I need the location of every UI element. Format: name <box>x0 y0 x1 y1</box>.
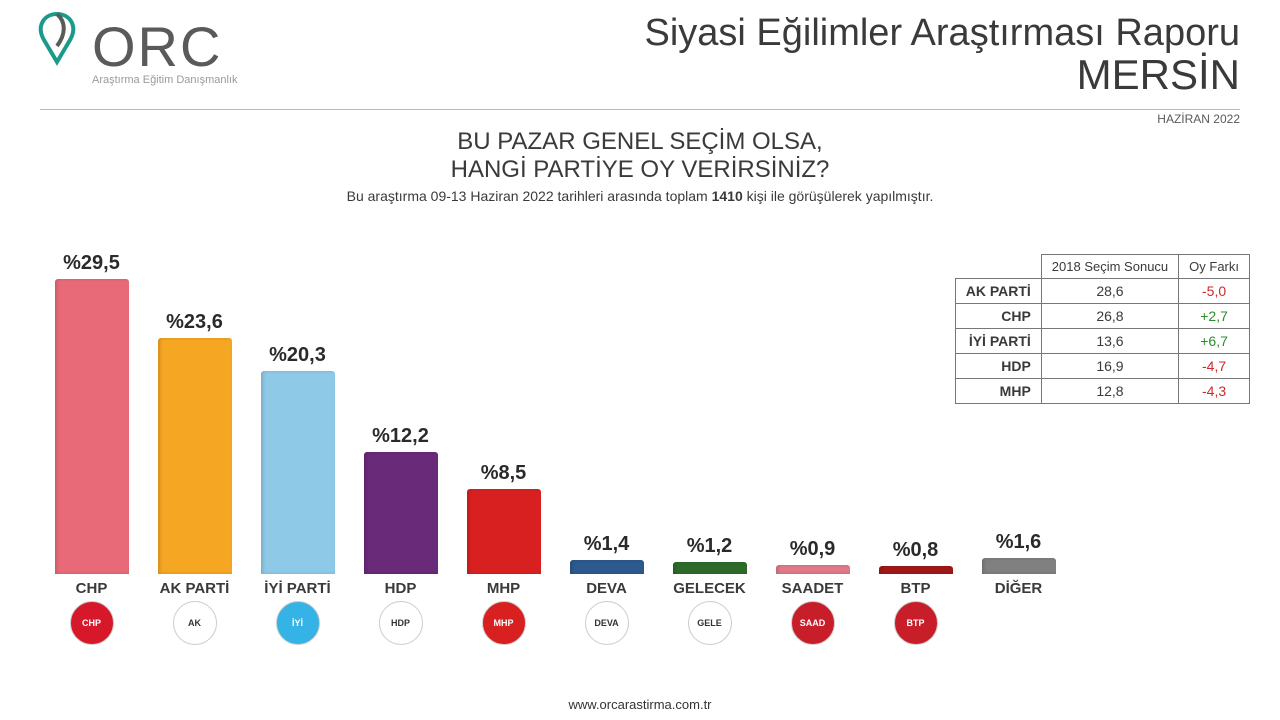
bar-value: %0,8 <box>893 539 939 562</box>
question-line2: HANGİ PARTİYE OY VERİRSİNİZ? <box>0 156 1280 184</box>
logo-subtitle: Araştırma Eğitim Danışmanlık <box>92 74 237 86</box>
x-label: MHP <box>452 580 555 597</box>
bar-rect <box>261 371 335 574</box>
table-cell-party: MHP <box>955 379 1041 404</box>
party-logo-icon: DEVA <box>555 601 658 645</box>
bar-rect <box>570 560 644 574</box>
party-logo-icon: İYİ <box>246 601 349 645</box>
bar-col-mhp: %8,5 <box>452 234 555 574</box>
party-logo-icon: AK <box>143 601 246 645</box>
table-row: HDP16,9-4,7 <box>955 354 1249 379</box>
bar-col-hdp: %12,2 <box>349 234 452 574</box>
table-cell-result: 12,8 <box>1041 379 1178 404</box>
table-cell-diff: -5,0 <box>1179 279 1250 304</box>
table-cell-party: HDP <box>955 354 1041 379</box>
header: ORC Araştırma Eğitim Danışmanlık Siyasi … <box>0 0 1280 103</box>
report-region: MERSİN <box>644 51 1240 99</box>
table-cell-diff: -4,7 <box>1179 354 1250 379</box>
x-label: DİĞER <box>967 580 1070 597</box>
question-line1: BU PAZAR GENEL SEÇİM OLSA, <box>0 128 1280 156</box>
bar-value: %20,3 <box>269 344 326 367</box>
sub-bold: 1410 <box>712 188 743 204</box>
table-cell-diff: +2,7 <box>1179 304 1250 329</box>
bar-rect <box>879 566 953 574</box>
title-block: Siyasi Eğilimler Araştırması Raporu MERS… <box>644 12 1240 99</box>
logo-text: ORC <box>92 14 222 79</box>
bar-rect <box>158 338 232 574</box>
party-logo-icon: BTP <box>864 601 967 645</box>
x-label: İYİ PARTİ <box>246 580 349 597</box>
logo-leaf-icon <box>30 12 84 80</box>
bar-col-btp: %0,8 <box>864 234 967 574</box>
bar-value: %1,4 <box>584 533 630 556</box>
divider <box>40 109 1240 110</box>
bar-rect <box>364 452 438 574</box>
bar-col-deva: %1,4 <box>555 234 658 574</box>
table-row: AK PARTİ28,6-5,0 <box>955 279 1249 304</box>
question-sub: Bu araştırma 09-13 Haziran 2022 tarihler… <box>0 188 1280 204</box>
bar-col-gelecek: %1,2 <box>658 234 761 574</box>
bar-rect <box>467 489 541 574</box>
party-logo-icon <box>967 601 1070 645</box>
table-cell-result: 16,9 <box>1041 354 1178 379</box>
x-label: CHP <box>40 580 143 597</box>
table-cell-result: 28,6 <box>1041 279 1178 304</box>
sub-post: kişi ile görüşülerek yapılmıştır. <box>743 188 934 204</box>
bar-rect <box>55 279 129 574</box>
table-cell-party: CHP <box>955 304 1041 329</box>
party-logo-icon: SAAD <box>761 601 864 645</box>
bar-rect <box>776 565 850 574</box>
table-cell-party: AK PARTİ <box>955 279 1041 304</box>
bar-col-i̇yi̇-parti̇: %20,3 <box>246 234 349 574</box>
bar-col-ak-parti̇: %23,6 <box>143 234 246 574</box>
comparison-table: 2018 Seçim Sonucu Oy Farkı AK PARTİ28,6-… <box>955 254 1250 404</box>
party-logo-icon: GELE <box>658 601 761 645</box>
bar-rect <box>982 558 1056 574</box>
table-cell-result: 13,6 <box>1041 329 1178 354</box>
table-row: MHP12,8-4,3 <box>955 379 1249 404</box>
x-label: AK PARTİ <box>143 580 246 597</box>
bar-value: %1,6 <box>996 531 1042 554</box>
sub-pre: Bu araştırma 09-13 Haziran 2022 tarihler… <box>347 188 712 204</box>
bar-col-saadet: %0,9 <box>761 234 864 574</box>
party-logo-icon: CHP <box>40 601 143 645</box>
x-label: HDP <box>349 580 452 597</box>
party-logo-icon: MHP <box>452 601 555 645</box>
bar-value: %29,5 <box>63 252 120 275</box>
table-row: İYİ PARTİ13,6+6,7 <box>955 329 1249 354</box>
bar-col-chp: %29,5 <box>40 234 143 574</box>
table-header-result: 2018 Seçim Sonucu <box>1041 255 1178 279</box>
table-cell-diff: -4,3 <box>1179 379 1250 404</box>
report-title: Siyasi Eğilimler Araştırması Raporu <box>644 12 1240 55</box>
table-cell-diff: +6,7 <box>1179 329 1250 354</box>
table-header-diff: Oy Farkı <box>1179 255 1250 279</box>
x-label: DEVA <box>555 580 658 597</box>
bar-value: %23,6 <box>166 311 223 334</box>
x-label: BTP <box>864 580 967 597</box>
footer-url: www.orcarastirma.com.tr <box>0 697 1280 712</box>
bar-value: %12,2 <box>372 425 429 448</box>
question-block: BU PAZAR GENEL SEÇİM OLSA, HANGİ PARTİYE… <box>0 128 1280 204</box>
bar-rect <box>673 562 747 574</box>
bar-value: %0,9 <box>790 538 836 561</box>
x-label: SAADET <box>761 580 864 597</box>
table-row: CHP26,8+2,7 <box>955 304 1249 329</box>
table-cell-result: 26,8 <box>1041 304 1178 329</box>
bar-chart: %29,5 %23,6 %20,3 %12,2 %8,5 %1,4 %1,2 %0,9 %0,8… <box>40 234 1070 674</box>
party-logo-icon: HDP <box>349 601 452 645</box>
table-cell-party: İYİ PARTİ <box>955 329 1041 354</box>
x-label: GELECEK <box>658 580 761 597</box>
bar-value: %1,2 <box>687 535 733 558</box>
report-date: HAZİRAN 2022 <box>0 112 1280 126</box>
logo-block: ORC Araştırma Eğitim Danışmanlık <box>30 12 237 86</box>
bar-value: %8,5 <box>481 462 527 485</box>
